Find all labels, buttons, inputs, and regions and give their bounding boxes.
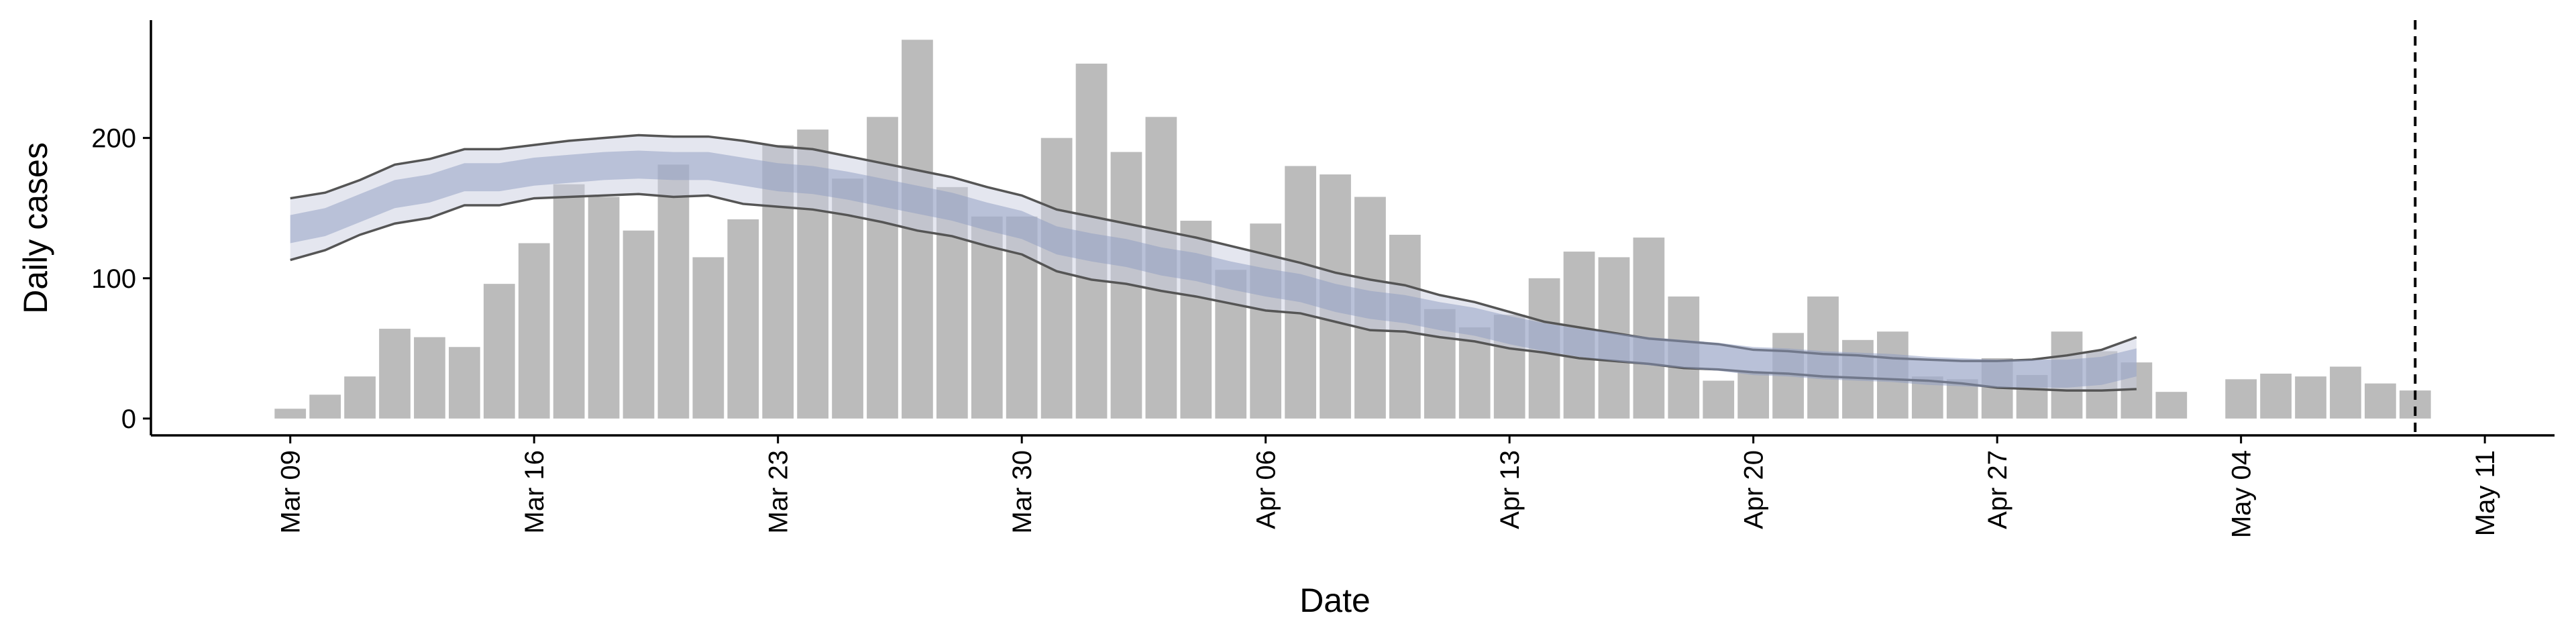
y-tick-label: 100 xyxy=(91,264,136,294)
bar xyxy=(2295,376,2326,419)
y-axis-title: Daily cases xyxy=(17,142,54,314)
bar xyxy=(518,243,550,419)
bar xyxy=(448,347,480,419)
x-axis-title: Date xyxy=(1299,582,1371,619)
bar xyxy=(2364,383,2396,419)
bar xyxy=(2260,373,2292,419)
y-tick-label: 0 xyxy=(121,405,136,434)
bar xyxy=(727,219,759,419)
x-tick-label: Apr 06 xyxy=(1252,450,1281,529)
x-tick-label: May 04 xyxy=(2227,450,2257,538)
bar xyxy=(1040,138,1073,419)
bar xyxy=(692,257,724,419)
bar xyxy=(2155,392,2188,419)
x-tick-label: Mar 09 xyxy=(276,450,306,534)
bar xyxy=(553,184,585,419)
x-tick-label: Apr 13 xyxy=(1495,450,1525,529)
bar xyxy=(483,284,515,419)
bar xyxy=(832,178,863,419)
bar xyxy=(414,337,445,419)
bar xyxy=(2225,379,2257,419)
x-tick-label: May 11 xyxy=(2471,450,2500,536)
bar xyxy=(1633,237,1665,419)
bar xyxy=(344,376,376,419)
bar xyxy=(2330,366,2361,419)
x-tick-label: Mar 16 xyxy=(520,450,549,534)
bar xyxy=(1737,372,1770,419)
y-tick-label: 200 xyxy=(91,124,136,154)
bar xyxy=(1703,380,1735,419)
bar xyxy=(623,230,655,419)
bar xyxy=(971,216,1003,419)
bar xyxy=(309,394,341,419)
x-tick-label: Apr 27 xyxy=(1983,450,2012,529)
bar xyxy=(274,409,307,419)
x-tick-label: Apr 20 xyxy=(1739,450,1769,529)
bar xyxy=(588,197,620,419)
bar xyxy=(379,329,411,419)
bar xyxy=(657,164,690,419)
ribbon xyxy=(290,150,2137,388)
x-tick-label: Mar 30 xyxy=(1008,450,1037,534)
x-tick-label: Mar 23 xyxy=(764,450,794,534)
